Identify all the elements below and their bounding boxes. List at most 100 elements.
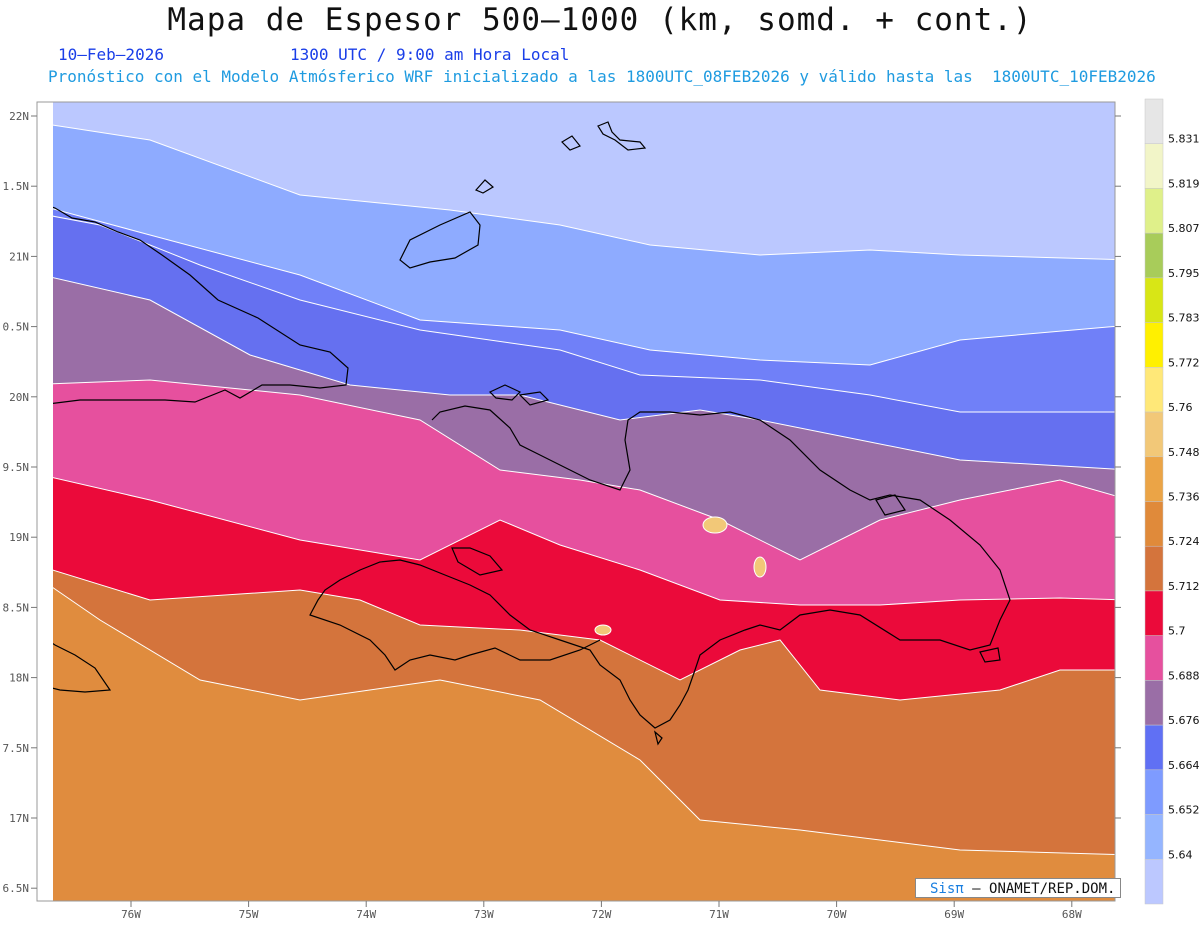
legend-label: 5.76: [1168, 401, 1193, 414]
latitude-tick-label: 19N: [9, 531, 29, 544]
coastline-segment: [597, 121, 647, 151]
legend-swatch: [1144, 724, 1164, 771]
longitude-tick-label: 68W: [1062, 908, 1082, 921]
contour-line: [53, 277, 1115, 470]
brand-label: Sisπ: [930, 881, 964, 897]
legend-swatch: [1144, 635, 1164, 681]
coastline-segment: [309, 405, 1011, 729]
coastline-segment: [653, 730, 663, 746]
longitude-axis: 76W 75W 74W 73W 72W 71W 70W 69W 68W: [121, 901, 1082, 921]
legend-label: 5.736: [1168, 491, 1200, 504]
contour-line: [53, 215, 1115, 413]
legend-swatch: [1144, 367, 1164, 413]
longitude-tick-label: 70W: [827, 908, 847, 921]
legend-swatch: [1144, 859, 1164, 905]
coastline-segment: [53, 206, 349, 404]
latitude-tick-label: 1.5N: [3, 180, 30, 193]
contour-line: [53, 379, 1115, 561]
latitude-tick-label: 8.5N: [3, 601, 30, 614]
contour-cell: [753, 556, 767, 578]
contour-cell: [594, 624, 612, 636]
legend-swatch: [1144, 680, 1164, 726]
thickness-band: [53, 216, 1115, 470]
contour-line: [53, 587, 1115, 856]
longitude-tick-label: 75W: [239, 908, 259, 921]
coastline-segment: [488, 384, 522, 401]
legend-label: 5.783: [1168, 312, 1200, 325]
legend-label: 5.772: [1168, 356, 1200, 369]
thickness-band: [53, 570, 1115, 855]
longitude-tick-label: 72W: [591, 908, 611, 921]
legend-swatch: [1144, 411, 1164, 458]
valid-date: 10–Feb–2026: [58, 45, 164, 64]
legend-label: 5.688: [1168, 669, 1200, 682]
legend-swatch: [1144, 322, 1164, 368]
latitude-tick-label: 0.5N: [3, 321, 30, 334]
coastline-segment: [399, 211, 481, 269]
latitude-axis: 22N 1.5N 21N 0.5N 20N 9.5N 19N 8.5N 18N 7.5N 17N 6.…: [3, 110, 1121, 895]
thickness-band: [53, 587, 1115, 901]
latitude-tick-label: 18N: [9, 672, 29, 685]
latitude-tick-label: 6.5N: [3, 882, 30, 895]
legend-swatch: [1144, 188, 1164, 234]
legend-swatch: [1144, 143, 1164, 189]
latitude-tick-label: 20N: [9, 391, 29, 404]
thickness-band: [53, 380, 1115, 605]
organization-label: – ONAMET/REP.DOM.: [972, 881, 1116, 897]
longitude-tick-label: 69W: [944, 908, 964, 921]
thickness-band: [53, 477, 1115, 700]
legend-label: 5.724: [1168, 535, 1200, 548]
legend-swatch: [1144, 590, 1164, 636]
contour-cell: [702, 516, 728, 534]
coastline-segment: [518, 391, 550, 406]
contour-line: [53, 569, 1115, 701]
latitude-tick-label: 17N: [9, 812, 29, 825]
contour-line: [53, 208, 1115, 366]
coastline-segment: [53, 642, 112, 693]
legend-label: 5.676: [1168, 714, 1200, 727]
coastline: [53, 121, 1011, 746]
latitude-tick-label: 9.5N: [3, 461, 30, 474]
legend-label: 5.7: [1168, 625, 1186, 638]
forecast-description: Pronóstico con el Modelo Atmósferico WRF…: [48, 67, 1156, 86]
map-title: Mapa de Espesor 500–1000 (km, somd. + co…: [167, 2, 1033, 38]
credit-box: Sisπ – ONAMET/REP.DOM.: [915, 878, 1121, 898]
legend-label: 5.819: [1168, 177, 1200, 190]
legend-swatch: [1144, 769, 1164, 815]
thickness-band: [53, 102, 1115, 260]
coastline-segment: [561, 135, 581, 151]
coastline-segment: [979, 647, 1001, 663]
contour-line: [53, 477, 1115, 606]
legend-swatch: [1144, 98, 1164, 144]
legend-swatch: [1144, 501, 1164, 547]
thickness-band: [53, 208, 1115, 412]
coastline-segment: [474, 179, 495, 194]
legend-label: 5.748: [1168, 446, 1200, 459]
legend-label: 5.831: [1168, 133, 1200, 146]
legend-swatch: [1144, 814, 1164, 860]
legend-swatch: [1144, 456, 1164, 502]
legend-label: 5.652: [1168, 804, 1200, 817]
thickness-band: [53, 125, 1115, 365]
legend-label: 5.807: [1168, 222, 1200, 235]
coastline-segment: [451, 547, 504, 576]
thickness-contour-fill: [53, 102, 1115, 901]
longitude-tick-label: 74W: [356, 908, 376, 921]
latitude-tick-label: 7.5N: [3, 742, 30, 755]
latitude-tick-label: 22N: [9, 110, 29, 123]
longitude-tick-label: 73W: [474, 908, 494, 921]
legend-swatch: [1144, 232, 1164, 279]
legend-label: 5.712: [1168, 580, 1200, 593]
legend-swatch: [1144, 545, 1164, 592]
valid-time: 1300 UTC / 9:00 am Hora Local: [290, 45, 570, 64]
contour-line: [53, 124, 1115, 261]
color-legend: 5.831 5.819 5.807 5.795 5.783 5.772 5.76 5.748 5…: [1144, 98, 1200, 905]
longitude-tick-label: 76W: [121, 908, 141, 921]
map-frame: [36, 101, 1116, 902]
legend-label: 5.664: [1168, 759, 1200, 772]
legend-label: 5.795: [1168, 267, 1200, 280]
latitude-tick-label: 21N: [9, 250, 29, 263]
coastline-segment: [875, 494, 906, 516]
legend-label: 5.64: [1168, 848, 1193, 861]
